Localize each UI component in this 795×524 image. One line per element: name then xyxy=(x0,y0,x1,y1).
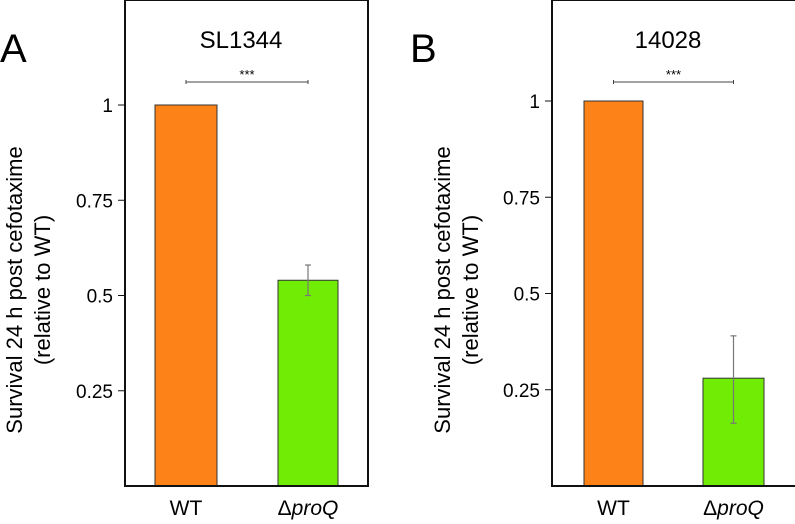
bar-wt xyxy=(154,104,218,487)
bar-wt xyxy=(583,100,644,487)
x-tick-label: WT xyxy=(170,497,203,520)
significance-label: *** xyxy=(666,67,681,82)
x-tick-label: ΔproQ xyxy=(703,497,764,520)
y-tick-label: 0.5 xyxy=(514,285,540,306)
y-axis-label: Survival 24 h post cefotaxime xyxy=(430,146,455,433)
chart-title: SL1344 xyxy=(200,27,283,54)
y-tick-label: 1 xyxy=(102,96,113,117)
x-tick-label: ΔproQ xyxy=(278,497,339,520)
panel-letter: B xyxy=(410,27,437,71)
gene-name: proQ xyxy=(291,497,339,520)
chart-title: 14028 xyxy=(635,27,702,54)
bar-proq xyxy=(277,279,339,487)
delta-prefix: Δ xyxy=(278,497,292,520)
plot-frame xyxy=(551,0,795,487)
y-axis-label: (relative to WT) xyxy=(458,215,483,365)
panel-a: A SL1344 WT ΔproQ 0.25 0.5 0.75 1 Survival 24 h … xyxy=(0,0,369,520)
y-tick-label: 0.5 xyxy=(87,287,113,308)
x-tick-label: WT xyxy=(597,497,630,520)
y-tick-label: 0.75 xyxy=(503,188,540,209)
gene-name: proQ xyxy=(716,497,764,520)
y-tick-label: 0.25 xyxy=(503,381,540,402)
significance-label: *** xyxy=(239,67,254,82)
delta-prefix: Δ xyxy=(703,497,717,520)
y-tick-label: 1 xyxy=(529,92,540,113)
y-axis-label: (relative to WT) xyxy=(30,215,55,365)
y-axis-label: Survival 24 h post cefotaxime xyxy=(2,146,27,433)
panel-letter: A xyxy=(0,27,27,71)
y-tick-label: 0.25 xyxy=(76,382,113,403)
y-tick-label: 0.75 xyxy=(76,191,113,212)
plot-frame xyxy=(124,0,369,487)
panel-b: B 14028 WT ΔproQ 0.25 0.5 0.75 1 Survival 24 h p… xyxy=(410,0,795,520)
